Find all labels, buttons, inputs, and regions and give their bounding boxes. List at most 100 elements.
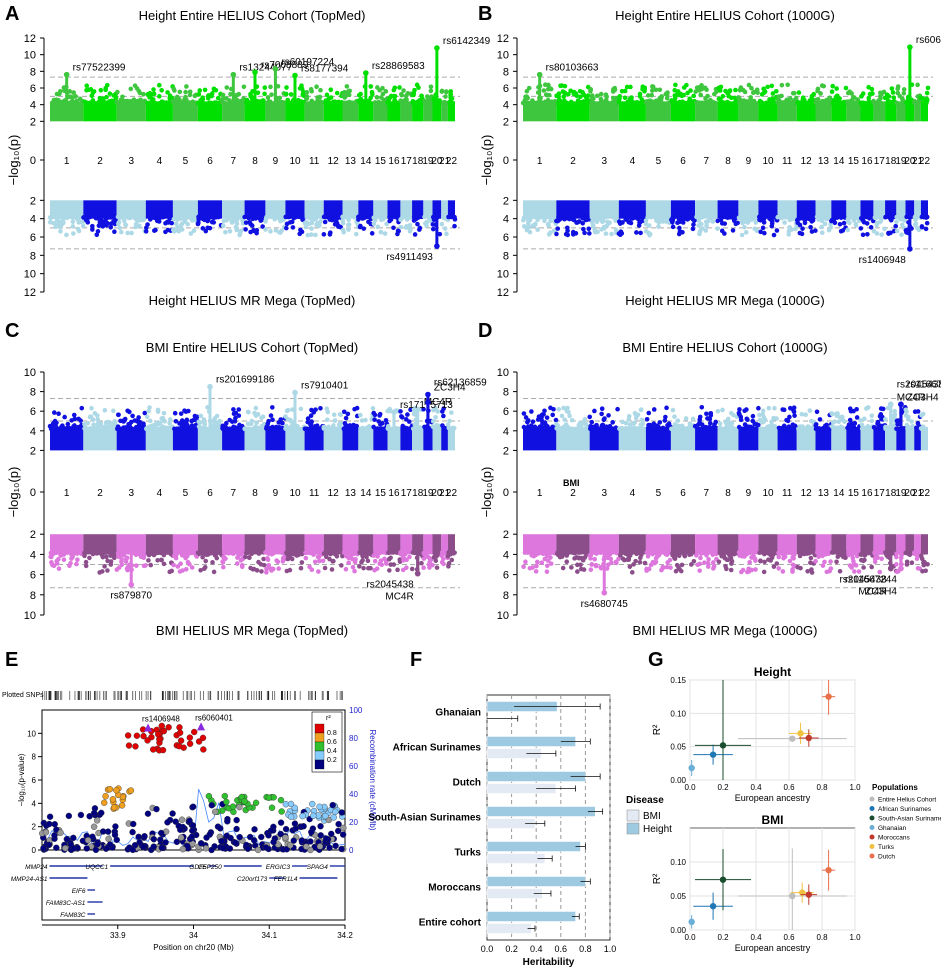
snp-point-bottom: [744, 230, 749, 235]
panel-letter-d: D: [478, 320, 492, 342]
snp-point-top: [861, 91, 866, 96]
snp-point-bottom: [879, 232, 884, 237]
snp-point-bottom: [728, 553, 733, 558]
snp-point-bottom: [233, 218, 238, 223]
snp-point-bottom: [345, 215, 350, 220]
snp-point-bottom: [790, 555, 795, 560]
snp-point-bottom: [694, 553, 699, 558]
snp-point-bottom: [582, 231, 587, 236]
snp-point-top: [84, 427, 89, 432]
snp-point-bottom: [686, 216, 691, 221]
snp-point-top: [254, 420, 259, 425]
snp-point-bottom: [638, 220, 643, 225]
snp-point-top: [131, 101, 136, 106]
snp-point-bottom: [134, 563, 139, 568]
snp-point-bottom: [280, 550, 285, 555]
peak-point-top: [252, 69, 258, 75]
snp-point-bottom: [178, 569, 183, 574]
snp-point-bottom: [71, 215, 76, 220]
snp-point-top: [146, 409, 151, 414]
snp-point-bottom: [185, 554, 190, 559]
snp-point-top: [697, 85, 702, 90]
locus-snp-point: [255, 847, 261, 853]
snp-point-top: [926, 86, 931, 91]
snp-point-top: [127, 410, 132, 415]
snp-point-top: [767, 426, 772, 431]
snp-point-bottom: [376, 225, 381, 230]
recomb-tick-label: 40: [349, 790, 358, 799]
snp-annotation-rs1406948: rs1406948: [859, 255, 907, 266]
snp-point-bottom: [254, 231, 259, 236]
snp-point-top: [411, 99, 416, 104]
snp-point-top: [682, 85, 687, 90]
snp-point-top: [193, 94, 198, 99]
snp-point-top: [550, 413, 555, 418]
snp-point-top: [638, 92, 643, 97]
snp-point-bottom: [575, 563, 580, 568]
snp-point-bottom: [820, 230, 825, 235]
snp-point-bottom: [894, 562, 899, 567]
snp-point-top: [399, 92, 404, 97]
snp-point-bottom: [109, 221, 114, 226]
peak-point-top: [292, 73, 298, 79]
snp-point-top: [894, 101, 899, 106]
snp-point-bottom: [731, 228, 736, 233]
snp-point-bottom: [548, 230, 553, 235]
snp-point-top: [683, 426, 688, 431]
snp-point-top: [591, 96, 596, 101]
snp-point-bottom: [920, 225, 925, 230]
panel-d-title: BMI Entire HELIUS Cohort (1000G): [622, 340, 827, 355]
snp-point-top: [840, 415, 845, 420]
snp-point-top: [92, 89, 97, 94]
snp-point-top: [376, 419, 381, 424]
snp-point-bottom: [270, 550, 275, 555]
chrom-label-17: 17: [874, 488, 886, 499]
snp-point-bottom: [330, 567, 335, 572]
snp-point-top: [335, 91, 340, 96]
snp-point-top: [844, 86, 849, 91]
snp-point-bottom: [124, 223, 129, 228]
snp-point-bottom: [379, 230, 384, 235]
snp-point-bottom: [883, 215, 888, 220]
snp-point-top: [661, 426, 666, 431]
snp-annotation-rs2045438: rs2045438: [366, 580, 414, 591]
snp-point-bottom: [572, 218, 577, 223]
panel-letter-g: G: [648, 649, 664, 671]
snp-point-top: [104, 420, 109, 425]
snp-point-top: [99, 88, 104, 93]
snp-point-top: [347, 93, 352, 98]
snp-point-top: [631, 101, 636, 106]
snp-point-top: [368, 84, 373, 89]
snp-point-bottom: [451, 551, 456, 556]
snp-point-top: [183, 90, 188, 95]
peak-point-bottom: [898, 566, 904, 572]
snp-point-top: [242, 84, 247, 89]
snp-point-top: [151, 426, 156, 431]
snp-point-top: [384, 89, 389, 94]
snp-point-bottom: [758, 559, 763, 564]
snp-point-top: [344, 416, 349, 421]
chrom-label-7: 7: [704, 156, 710, 167]
snp-point-top: [264, 424, 269, 429]
snp-point-bottom: [290, 557, 295, 562]
snp-point-bottom: [798, 223, 803, 228]
snp-point-top: [771, 91, 776, 96]
snp-point-bottom: [123, 550, 128, 555]
snp-point-bottom: [407, 555, 412, 560]
snp-point-bottom: [313, 560, 318, 565]
snp-point-bottom: [529, 550, 534, 555]
snp-point-bottom: [762, 560, 767, 565]
snp-point-bottom: [341, 230, 346, 235]
snp-point-bottom: [623, 217, 628, 222]
snp-point-bottom: [546, 553, 551, 558]
snp-point-top: [818, 417, 823, 422]
locus-y-axis-title: −log₁₀(p-value): [17, 753, 26, 806]
snp-point-top: [760, 92, 765, 97]
snp-point-bottom: [715, 219, 720, 224]
snp-point-top: [672, 88, 677, 93]
snp-annotation-rs201699186: rs201699186: [216, 375, 275, 386]
snp-point-bottom: [427, 215, 432, 220]
snp-point-bottom: [402, 550, 407, 555]
snp-point-bottom: [391, 562, 396, 567]
peak-point-bottom: [434, 243, 440, 249]
